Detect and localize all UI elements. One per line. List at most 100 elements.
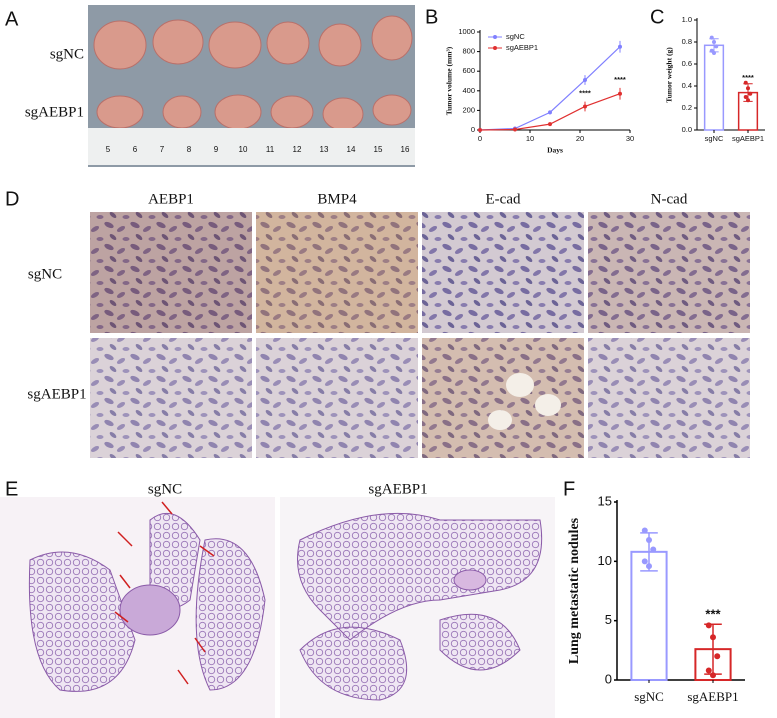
panel-label: E: [5, 478, 18, 500]
x-tick-label: 0: [478, 134, 482, 143]
ruler-number: 15: [374, 145, 383, 154]
y-tick-label: 0.2: [682, 103, 692, 112]
column-label: BMP4: [317, 191, 357, 207]
series-line: [479, 46, 621, 131]
annotation: ***: [705, 607, 721, 622]
point: [709, 35, 714, 40]
point: [548, 110, 552, 115]
point: [513, 127, 517, 132]
point: [583, 78, 587, 83]
point: [618, 44, 622, 49]
ruler-number: 7: [160, 145, 165, 154]
annotation: ****: [742, 73, 754, 82]
y-tick-label: 200: [462, 105, 475, 114]
point: [650, 546, 657, 553]
annotation: ****: [579, 89, 591, 98]
y-tick-label: 0.8: [682, 37, 692, 46]
point: [583, 104, 587, 109]
point: [714, 653, 721, 660]
y-tick-label: 600: [462, 66, 475, 75]
legend-label: sgAEBP1: [506, 43, 538, 52]
point: [478, 128, 482, 132]
point: [746, 98, 750, 103]
panel-label: C: [650, 6, 664, 28]
point: [746, 86, 750, 91]
y-tick-label: 0.0: [682, 125, 692, 134]
y-tick-label: 10: [598, 553, 612, 568]
ruler-number: 6: [133, 145, 138, 154]
point: [641, 527, 648, 534]
panel-e: E sgNC sgAEBP1: [0, 478, 555, 718]
y-tick-label: 15: [598, 493, 612, 508]
lung-tissue: [297, 512, 543, 701]
y-tick-label: 0.4: [682, 81, 692, 90]
y-tick-label: 800: [462, 47, 475, 56]
y-tick-label: 1000: [458, 27, 475, 36]
row-label: sgAEBP1: [27, 386, 86, 402]
ruler: [88, 128, 415, 165]
point: [548, 122, 552, 127]
ruler-number: 13: [320, 145, 329, 154]
ruler-number: 10: [239, 145, 248, 154]
row-label: sgNC: [28, 266, 62, 282]
legend-swatch: [493, 35, 497, 39]
x-tick-label: 30: [626, 134, 634, 143]
y-axis-label: Lung metastatic nodules: [567, 517, 582, 664]
point: [743, 95, 748, 99]
point: [710, 672, 716, 679]
x-tick-label: sgAEBP1: [687, 689, 738, 704]
column-label: N-cad: [651, 191, 688, 207]
x-tick-label: sgAEBP1: [732, 134, 764, 143]
ruler-number: 14: [347, 145, 356, 154]
y-axis-label: Tumor weight (g): [665, 47, 674, 103]
ruler-number: 8: [187, 145, 192, 154]
arrows: [114, 501, 215, 685]
point: [646, 536, 652, 543]
row-label: sgAEBP1: [25, 104, 84, 120]
legend-swatch: [493, 46, 497, 50]
panel-label: B: [425, 6, 438, 28]
point: [712, 40, 716, 44]
x-tick-label: 10: [526, 134, 534, 143]
panel-label: F: [563, 478, 575, 500]
y-tick-label: 1.0: [682, 15, 692, 24]
point: [646, 563, 652, 570]
ruler-number: 5: [106, 145, 111, 154]
y-tick-label: 0: [471, 125, 475, 134]
point: [641, 558, 648, 565]
point: [712, 51, 716, 55]
column-label: sgNC: [148, 481, 182, 497]
point: [714, 44, 719, 49]
column-label: AEBP1: [148, 191, 194, 207]
ruler-number: 11: [266, 145, 275, 154]
y-tick-label: 0.6: [682, 59, 692, 68]
point: [705, 622, 712, 629]
point: [705, 667, 712, 674]
x-tick-label: sgNC: [634, 689, 664, 704]
y-tick-label: 400: [462, 86, 475, 95]
panel-label: D: [5, 188, 19, 210]
ihc-images: [90, 212, 750, 458]
lung-tissue: [119, 584, 181, 636]
ruler-number: 9: [214, 145, 219, 154]
y-tick-label: 0: [605, 671, 612, 686]
bar: [703, 44, 725, 131]
x-tick-label: 20: [576, 134, 584, 143]
point: [748, 91, 753, 96]
lung-tissue: [453, 569, 487, 591]
y-tick-label: 5: [605, 612, 612, 627]
annotation: ****: [614, 75, 626, 84]
x-tick-label: sgNC: [705, 134, 724, 143]
panel-d: D AEBP1 BMP4 E-cad N-cad sgNC sgAEBP1: [5, 188, 750, 458]
row-label: sgNC: [50, 46, 84, 62]
panel-label: A: [5, 8, 19, 30]
column-label: E-cad: [486, 191, 521, 207]
column-label: sgAEBP1: [368, 481, 427, 497]
y-axis-label: Tumor volume (mm³): [445, 46, 454, 115]
point: [618, 91, 622, 96]
tumors: [93, 15, 413, 131]
point: [743, 80, 748, 85]
legend-label: sgNC: [506, 32, 525, 41]
ruler-number: 12: [293, 145, 302, 154]
